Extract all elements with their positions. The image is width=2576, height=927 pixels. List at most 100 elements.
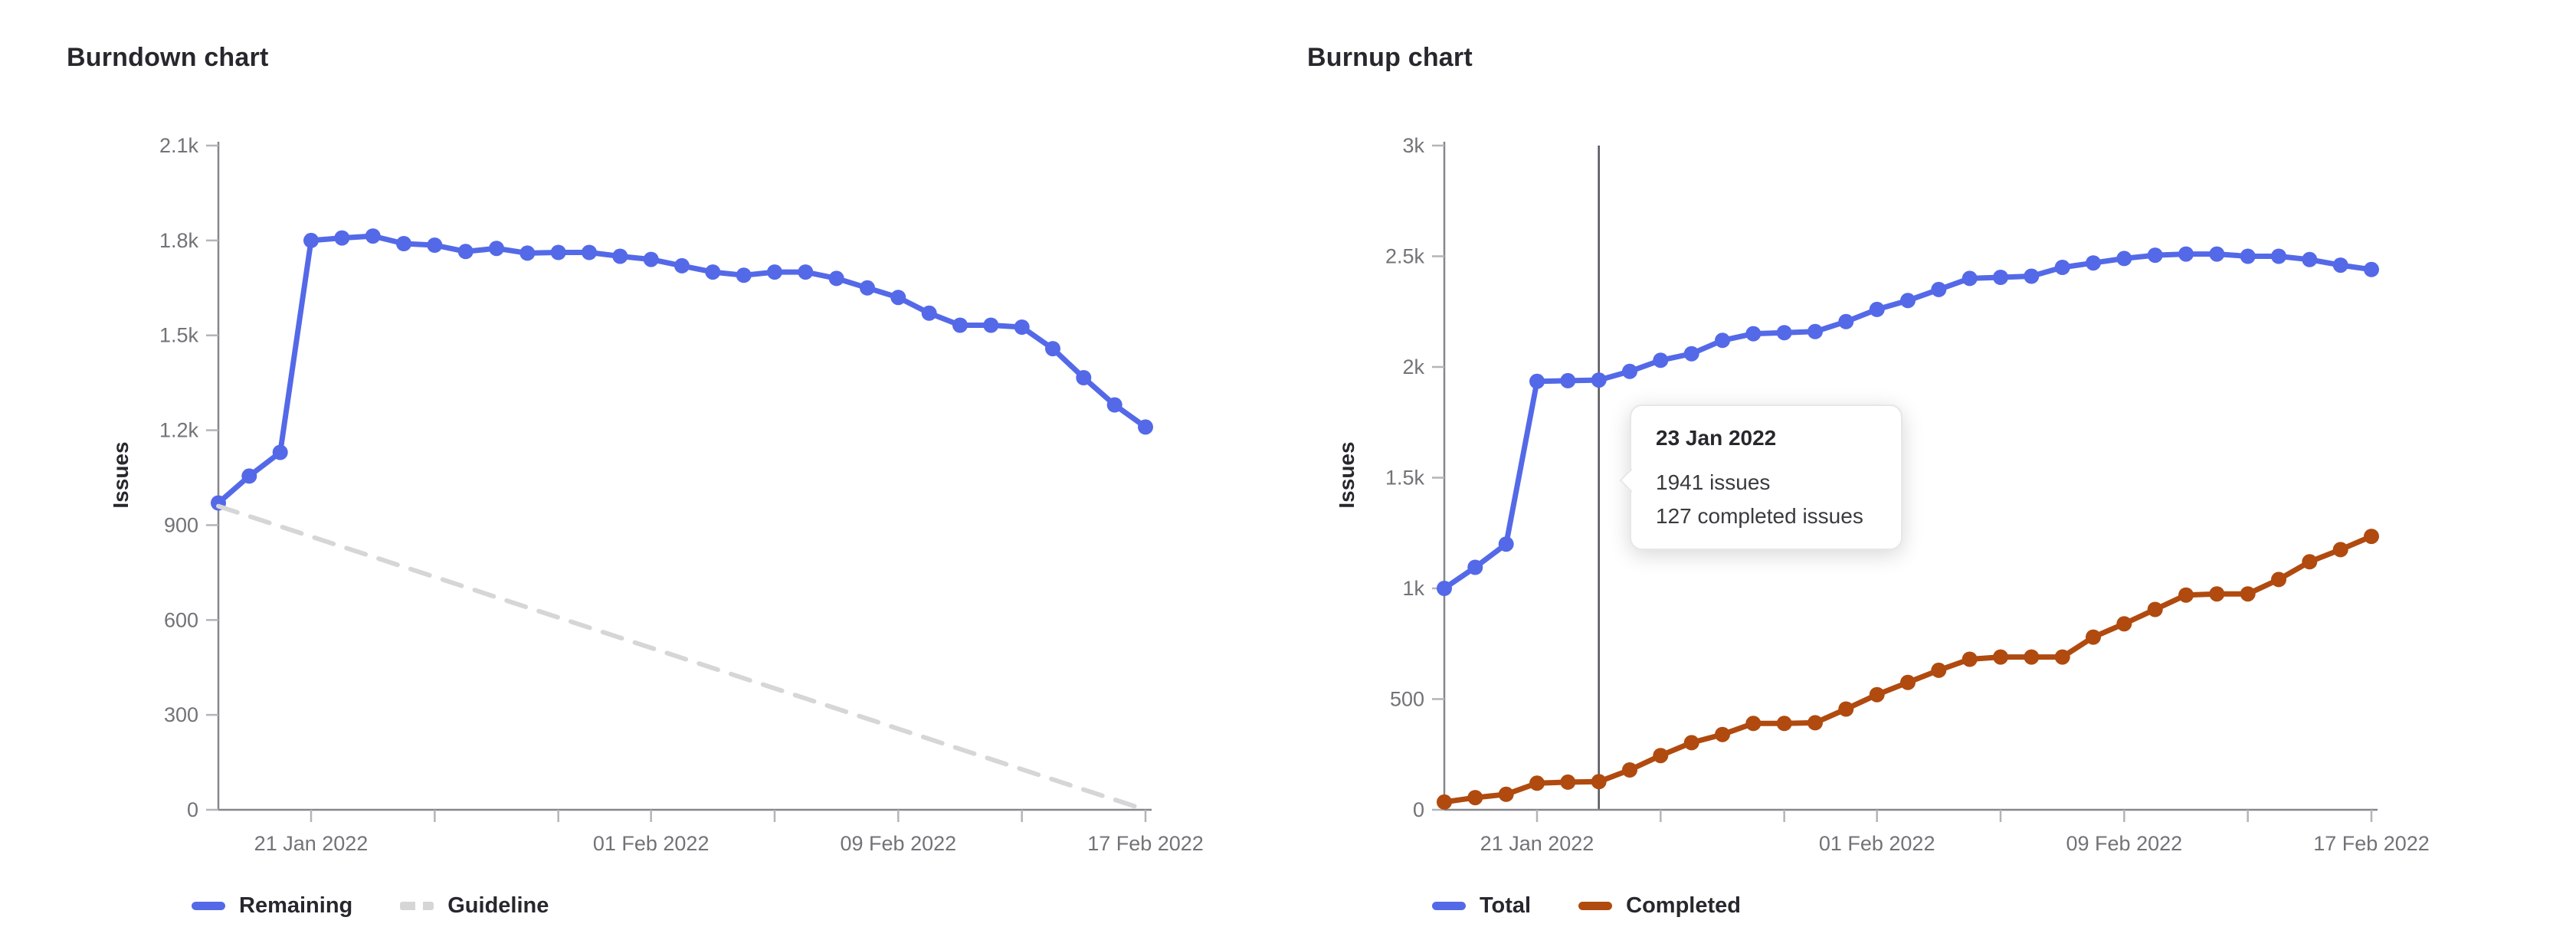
total-data-point[interactable] [1560, 372, 1576, 388]
total-data-point[interactable] [2209, 246, 2225, 262]
total-data-point[interactable] [1993, 270, 2008, 285]
completed-data-point[interactable] [2302, 554, 2318, 570]
legend-item-remaining[interactable]: Remaining [192, 893, 352, 919]
completed-data-point[interactable] [2209, 586, 2225, 602]
remaining-data-point[interactable] [241, 468, 257, 484]
y-tick-label: 1.2k [159, 419, 199, 442]
remaining-data-point[interactable] [890, 290, 906, 306]
total-data-point[interactable] [1745, 326, 1762, 342]
remaining-data-point[interactable] [612, 248, 628, 264]
remaining-data-point[interactable] [1106, 397, 1122, 413]
burnup-y-axis-title: Issues [1335, 441, 1358, 509]
completed-data-point[interactable] [2147, 601, 2163, 617]
total-data-point[interactable] [1498, 536, 1514, 552]
completed-data-point[interactable] [1776, 716, 1792, 732]
total-data-point[interactable] [1437, 581, 1452, 596]
completed-data-point[interactable] [1560, 774, 1576, 790]
x-tick-label: 21 Jan 2022 [1480, 832, 1594, 855]
remaining-data-point[interactable] [860, 280, 875, 296]
remaining-data-point[interactable] [519, 245, 536, 261]
remaining-data-point[interactable] [396, 236, 411, 251]
completed-data-point[interactable] [2116, 616, 2132, 632]
total-data-point[interactable] [1622, 363, 1637, 379]
completed-data-point[interactable] [1437, 794, 1452, 810]
completed-data-point[interactable] [1745, 716, 1762, 732]
total-data-point[interactable] [2147, 247, 2163, 264]
remaining-data-point[interactable] [767, 264, 782, 280]
total-data-point[interactable] [1807, 323, 1823, 339]
total-data-point[interactable] [1838, 313, 1854, 329]
total-data-point[interactable] [2178, 246, 2194, 262]
total-data-point[interactable] [2271, 248, 2286, 264]
remaining-data-point[interactable] [365, 228, 381, 244]
remaining-data-point[interactable] [674, 257, 690, 274]
remaining-data-point[interactable] [828, 270, 844, 287]
completed-data-point[interactable] [2271, 572, 2286, 588]
remaining-data-point[interactable] [983, 317, 999, 333]
total-data-point[interactable] [1900, 293, 1916, 309]
total-data-point[interactable] [1653, 352, 1669, 369]
completed-data-point[interactable] [1900, 674, 1916, 690]
completed-data-point[interactable] [1498, 786, 1514, 802]
completed-data-point[interactable] [1961, 651, 1978, 667]
completed-data-point[interactable] [2086, 629, 2101, 645]
remaining-data-point[interactable] [334, 230, 350, 246]
completed-data-point[interactable] [1591, 774, 1607, 790]
completed-data-point[interactable] [1467, 790, 1483, 806]
total-data-point[interactable] [2364, 261, 2379, 277]
total-data-point[interactable] [2116, 251, 2132, 267]
legend-item-total[interactable]: Total [1432, 893, 1531, 919]
total-data-point[interactable] [1961, 270, 1978, 287]
total-data-point[interactable] [1683, 346, 1699, 362]
completed-data-point[interactable] [1622, 762, 1637, 778]
remaining-data-point[interactable] [303, 232, 319, 248]
legend-item-guideline[interactable]: Guideline [400, 893, 549, 919]
remaining-data-point[interactable] [550, 244, 566, 260]
completed-data-point[interactable] [1838, 701, 1854, 717]
legend-item-completed[interactable]: Completed [1578, 893, 1741, 919]
remaining-data-point[interactable] [489, 241, 504, 257]
completed-data-point[interactable] [1993, 649, 2008, 665]
total-data-point[interactable] [2240, 248, 2256, 264]
remaining-data-point[interactable] [272, 444, 288, 460]
remaining-data-point[interactable] [1014, 319, 1030, 335]
remaining-data-point[interactable] [1076, 370, 1092, 385]
total-data-point[interactable] [1715, 332, 1730, 349]
completed-data-point[interactable] [1683, 735, 1699, 751]
y-tick-label: 2.5k [1385, 245, 1425, 268]
remaining-data-point[interactable] [798, 264, 814, 280]
remaining-data-point[interactable] [427, 237, 443, 253]
remaining-data-point[interactable] [705, 264, 721, 280]
completed-data-point[interactable] [2054, 649, 2070, 665]
total-data-point[interactable] [1591, 372, 1607, 388]
remaining-data-point[interactable] [1045, 341, 1060, 357]
completed-data-point[interactable] [2024, 649, 2040, 665]
completed-data-point[interactable] [1807, 715, 1823, 731]
total-data-point[interactable] [1776, 325, 1792, 341]
total-data-point[interactable] [2302, 251, 2318, 267]
total-data-point[interactable] [2024, 268, 2040, 284]
completed-data-point[interactable] [1931, 662, 1947, 678]
remaining-data-point[interactable] [643, 251, 659, 267]
completed-data-point[interactable] [2240, 586, 2256, 602]
remaining-data-point[interactable] [952, 317, 968, 333]
completed-data-point[interactable] [2332, 542, 2348, 558]
total-data-point[interactable] [1529, 373, 1545, 389]
completed-data-point[interactable] [2178, 587, 2194, 603]
total-data-point[interactable] [1467, 559, 1483, 575]
total-data-point[interactable] [1869, 301, 1885, 317]
completed-data-point[interactable] [1869, 686, 1885, 703]
completed-data-point[interactable] [1715, 726, 1730, 742]
total-data-point[interactable] [1931, 281, 1947, 297]
completed-data-point[interactable] [2364, 529, 2379, 545]
remaining-data-point[interactable] [582, 244, 597, 260]
remaining-data-point[interactable] [1138, 419, 1153, 435]
total-data-point[interactable] [2086, 255, 2101, 271]
total-data-point[interactable] [2054, 260, 2070, 275]
completed-data-point[interactable] [1529, 775, 1545, 791]
remaining-data-point[interactable] [736, 267, 752, 283]
remaining-data-point[interactable] [921, 305, 937, 321]
total-data-point[interactable] [2332, 257, 2348, 274]
remaining-data-point[interactable] [457, 244, 474, 260]
completed-data-point[interactable] [1653, 748, 1669, 764]
